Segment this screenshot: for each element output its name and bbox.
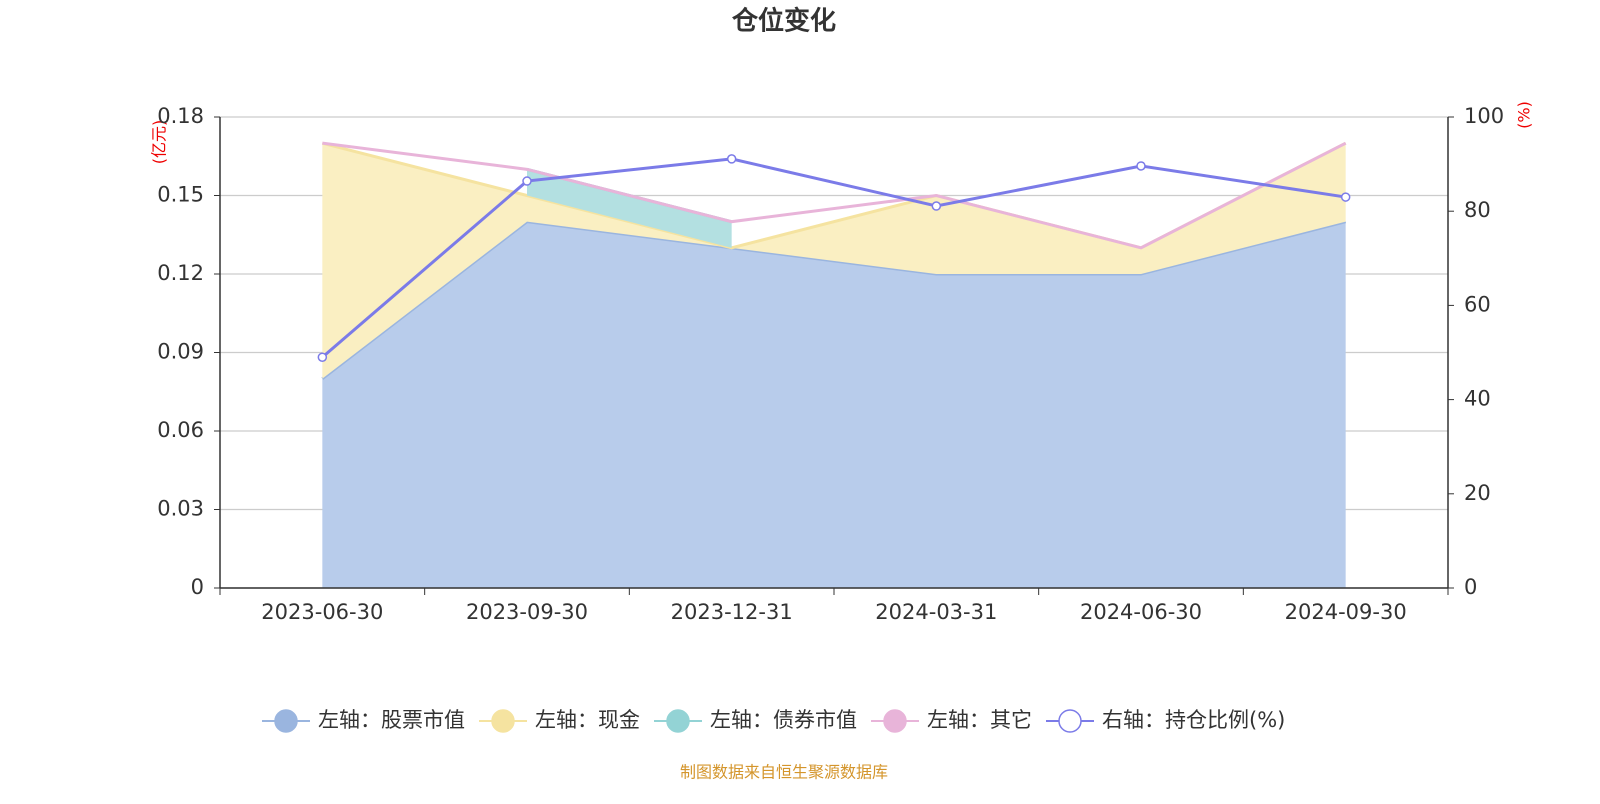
- source-note: 制图数据来自恒生聚源数据库: [680, 763, 888, 782]
- y-tick-label: 0.15: [157, 183, 204, 207]
- legend-label: 左轴：其它: [927, 708, 1032, 732]
- area-line: [322, 141, 1347, 250]
- legend-marker: [883, 709, 907, 733]
- x-tick-label: 2023-12-31: [671, 600, 793, 624]
- point: [1340, 192, 1351, 202]
- y-tick-label: 0.12: [157, 261, 204, 285]
- legend-label: 左轴：股票市值: [318, 708, 465, 732]
- line: [321, 157, 1346, 359]
- point: [1136, 161, 1146, 171]
- point: [522, 176, 532, 186]
- area: [322, 221, 1346, 588]
- y-tick-label: 0.06: [157, 418, 204, 442]
- legend-marker: [1058, 709, 1082, 733]
- x-tick-label: 2024-03-31: [875, 600, 997, 624]
- y2-tick-label: 60: [1464, 292, 1491, 316]
- point: [931, 201, 942, 211]
- y-tick-label: 0: [191, 575, 204, 599]
- y-axis-label: (亿元): [150, 120, 169, 165]
- y2-axis-label: (%): [1515, 101, 1534, 129]
- x-tick-label: 2024-09-30: [1285, 600, 1407, 624]
- legend-label: 左轴：债券市值: [710, 708, 857, 732]
- area: [527, 169, 732, 248]
- point: [726, 154, 737, 164]
- y2-tick-label: 100: [1464, 104, 1504, 128]
- y-tick-label: 0.09: [157, 340, 204, 364]
- chart-title: 仓位变化: [731, 6, 836, 37]
- legend-marker: [491, 709, 515, 733]
- y2-tick-label: 80: [1464, 198, 1491, 222]
- x-tick-label: 2023-06-30: [261, 600, 383, 624]
- x-tick-label: 2024-06-30: [1080, 600, 1202, 624]
- y-tick-label: 0.18: [157, 104, 204, 128]
- legend-label: 左轴：现金: [535, 708, 640, 732]
- y2-tick-label: 40: [1464, 387, 1491, 411]
- x-tick-label: 2023-09-30: [466, 600, 588, 624]
- legend-marker: [274, 709, 298, 733]
- area: [322, 143, 1346, 379]
- point: [317, 352, 328, 362]
- y2-tick-label: 0: [1464, 575, 1477, 599]
- y-tick-label: 0.03: [157, 497, 204, 521]
- legend-marker: [666, 709, 690, 733]
- legend-label: 右轴：持仓比例(%): [1102, 708, 1285, 732]
- y2-tick-label: 20: [1464, 481, 1491, 505]
